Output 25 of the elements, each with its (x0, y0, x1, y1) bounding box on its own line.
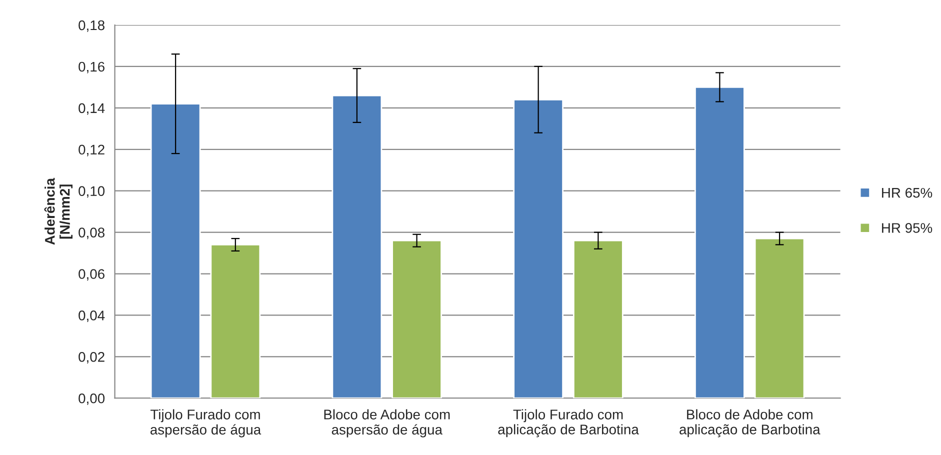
y-tick-label: 0,10 (78, 186, 105, 198)
bar (150, 103, 201, 398)
bar (332, 94, 382, 398)
bar (754, 238, 805, 398)
bar (392, 240, 442, 398)
x-tick-label: Bloco de Adobe com aplicação de Barbotina (680, 409, 820, 438)
x-tick-label: Tijolo Furado com aspersão de água (150, 409, 262, 438)
y-tick-label: 0,00 (78, 393, 105, 405)
y-tick-label: 0,12 (78, 144, 104, 156)
y-axis-title: Aderência [N/mm2] (44, 178, 72, 245)
bar (210, 244, 261, 398)
y-tick-label: 0,14 (78, 103, 105, 115)
y-tick-label: 0,18 (78, 20, 104, 32)
y-tick-label: 0,06 (78, 269, 104, 281)
y-tick-label: 0,04 (78, 310, 105, 322)
bar (694, 86, 745, 398)
x-tick-label: Tijolo Furado com aplicação de Barbotina (498, 409, 639, 438)
legend-label: HR 95% (882, 223, 932, 233)
x-tick-label: Bloco de Adobe com aspersão de água (324, 409, 450, 438)
y-tick-label: 0,16 (78, 62, 104, 74)
y-tick-label: 0,02 (78, 352, 104, 364)
bar (572, 240, 624, 398)
y-tick-label: 0,08 (78, 228, 104, 240)
legend-label: HR 65% (882, 188, 932, 198)
bar (513, 98, 564, 398)
